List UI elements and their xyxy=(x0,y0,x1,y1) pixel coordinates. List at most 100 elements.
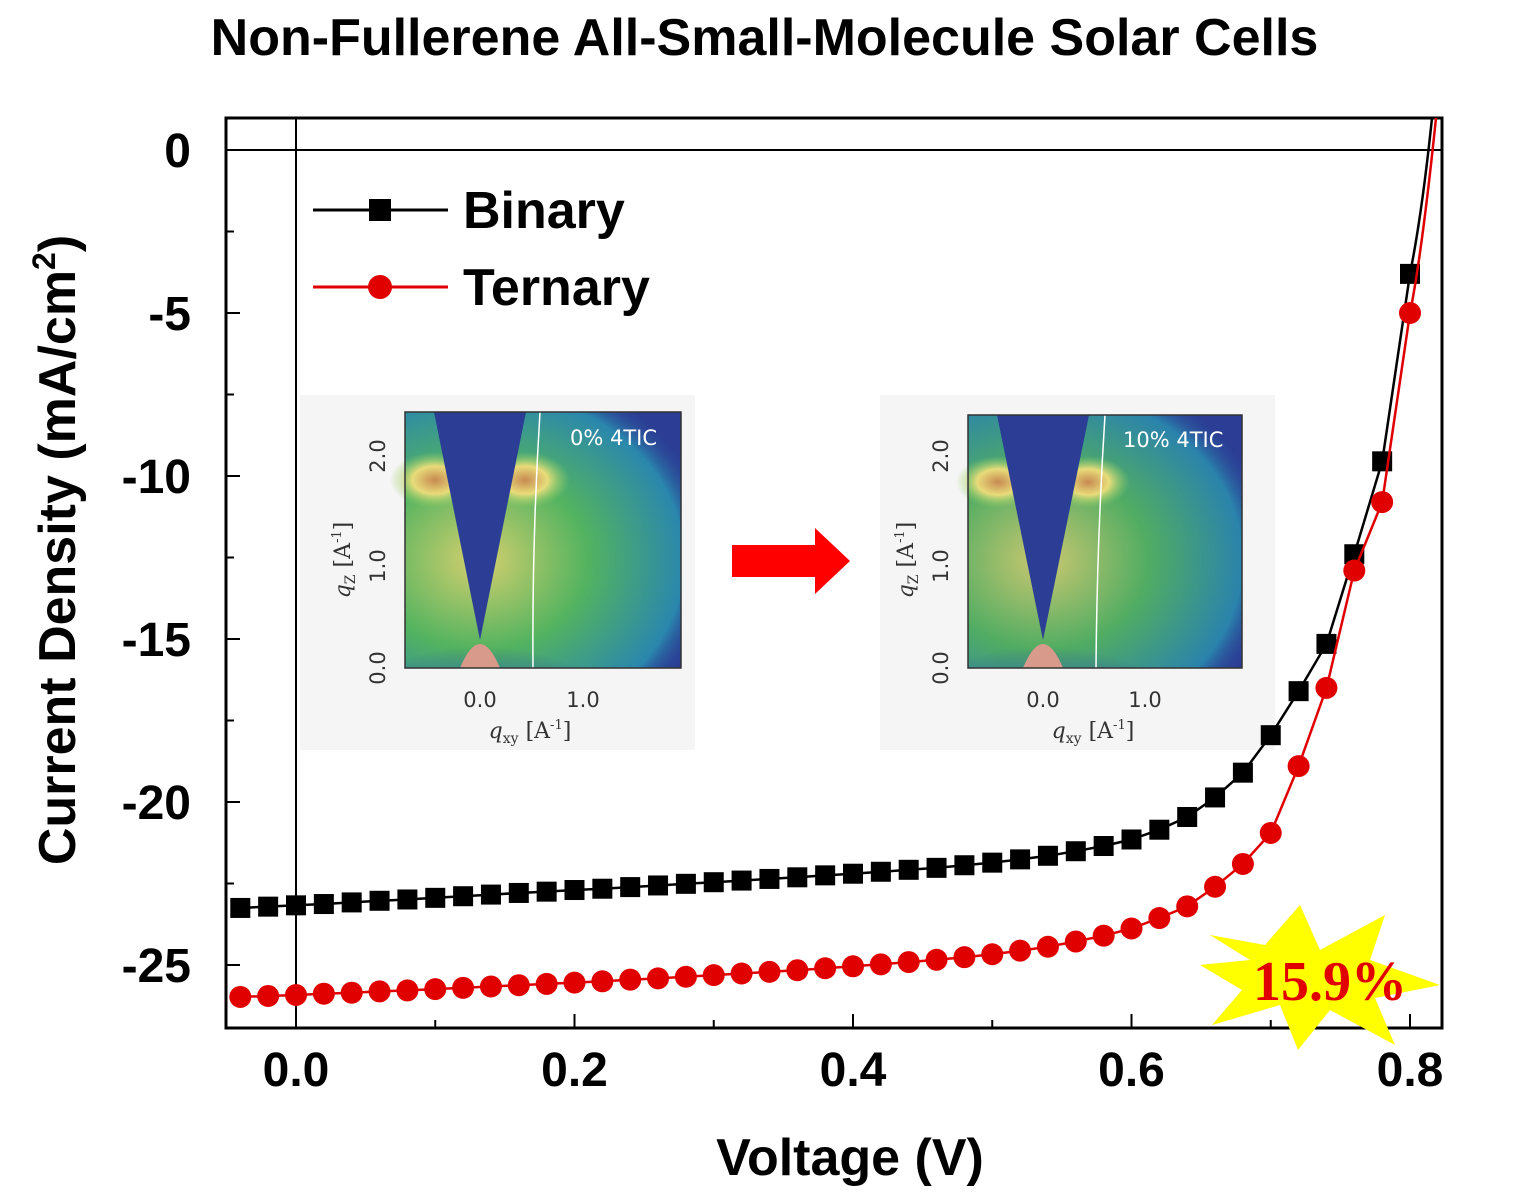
data-point xyxy=(869,953,892,976)
data-point xyxy=(1065,841,1086,862)
inset-ytick-0-0: 0.0 xyxy=(366,651,390,684)
data-point xyxy=(592,878,613,899)
data-point xyxy=(1177,806,1198,827)
data-point xyxy=(563,971,586,994)
data-point xyxy=(1371,491,1394,514)
data-point xyxy=(786,959,809,982)
legend-marker-ternary xyxy=(368,275,392,299)
data-point xyxy=(479,975,502,998)
inset-xlabel-0: qxy [A-1] xyxy=(489,718,572,747)
data-point xyxy=(1037,845,1058,866)
series-line-binary xyxy=(240,117,1434,910)
efficiency-annotation: 15.9% xyxy=(1253,951,1407,1013)
data-point xyxy=(620,877,641,898)
data-point xyxy=(870,861,891,882)
data-point xyxy=(1315,676,1338,699)
data-point xyxy=(396,979,419,1002)
data-point xyxy=(1232,762,1253,783)
data-point xyxy=(257,984,280,1007)
data-point xyxy=(647,967,670,990)
data-point xyxy=(648,875,669,896)
x-tick-label: 0.0 xyxy=(263,1044,330,1097)
data-point xyxy=(1343,559,1366,582)
efficiency-burst-icon xyxy=(1200,905,1440,1050)
data-point xyxy=(258,896,279,917)
x-tick-label: 0.8 xyxy=(1377,1044,1444,1097)
data-point xyxy=(843,863,863,884)
data-point xyxy=(480,884,501,905)
x-tick-label: 0.4 xyxy=(820,1044,887,1097)
data-point xyxy=(1288,681,1309,702)
inset-label-0: 0% 4TIC xyxy=(570,426,657,450)
inset-xtick-1-0: 0.0 xyxy=(1026,688,1059,712)
data-point xyxy=(424,978,447,1001)
plot-area-frame xyxy=(224,116,1444,1030)
data-point xyxy=(425,887,446,908)
data-point xyxy=(925,948,948,971)
data-point xyxy=(340,981,363,1004)
data-point xyxy=(730,962,753,985)
data-point xyxy=(675,873,696,894)
data-point xyxy=(229,985,252,1008)
y-tick-label: -20 xyxy=(122,777,191,830)
data-point xyxy=(759,868,780,889)
y-axis-title-end: ) xyxy=(29,235,87,252)
data-point xyxy=(926,857,947,878)
data-point xyxy=(731,870,752,891)
data-point xyxy=(1204,875,1227,898)
series-ternary xyxy=(229,117,1438,1008)
inset-label-1: 10% 4TIC xyxy=(1123,428,1223,452)
data-point xyxy=(286,895,306,916)
transition-arrow-icon xyxy=(732,528,850,594)
data-point xyxy=(313,894,334,915)
data-point xyxy=(1287,755,1310,778)
y-tick-label: -5 xyxy=(148,288,191,341)
data-point xyxy=(368,980,391,1003)
data-point xyxy=(897,951,920,974)
series-binary xyxy=(230,117,1434,918)
data-point xyxy=(397,889,418,910)
inset-ytick-1-0: 0.0 xyxy=(929,651,953,684)
data-point xyxy=(1231,852,1254,875)
data-point xyxy=(842,955,864,978)
data-point xyxy=(1148,907,1171,930)
data-point xyxy=(1092,924,1115,947)
data-point xyxy=(1064,930,1087,953)
data-point xyxy=(982,852,1003,873)
data-point xyxy=(1009,939,1032,962)
data-point xyxy=(1316,633,1337,654)
inset-giwaxs-1: 10% 4TIC 0.0 1.0 2.0 0.0 1.0 qxy [A-1] q… xyxy=(880,395,1275,750)
data-point xyxy=(564,880,585,901)
legend: Binary Ternary xyxy=(313,182,650,317)
y-axis-title-main: Current Density (mA/cm xyxy=(29,270,87,865)
data-point xyxy=(507,974,530,997)
data-point xyxy=(674,965,697,988)
data-point xyxy=(898,859,919,880)
data-point xyxy=(954,855,975,876)
inset-ylabel-0: qZ [A-1] xyxy=(330,522,359,599)
inset-giwaxs-0: 0% 4TIC 0.0 1.0 2.0 0.0 1.0 qxy [A-1] qZ… xyxy=(300,395,695,750)
data-point xyxy=(508,882,529,903)
data-point xyxy=(981,943,1004,966)
y-tick-label: -10 xyxy=(122,451,191,504)
data-point xyxy=(1093,836,1114,857)
x-tick-label: 0.2 xyxy=(541,1044,608,1097)
data-point xyxy=(953,946,976,969)
data-point xyxy=(452,976,475,999)
inset-ytick-1-2: 2.0 xyxy=(929,439,953,472)
y-tick-label: -25 xyxy=(122,940,191,993)
data-point xyxy=(702,964,725,987)
data-point xyxy=(787,867,808,888)
data-point xyxy=(1149,819,1170,840)
data-point xyxy=(1259,821,1282,844)
data-point xyxy=(1120,917,1143,940)
data-point xyxy=(312,982,335,1005)
data-point xyxy=(758,960,781,983)
chart-title: Non-Fullerene All-Small-Molecule Solar C… xyxy=(210,9,1319,67)
data-point xyxy=(535,972,558,995)
inset-xtick-1-1: 1.0 xyxy=(1128,688,1161,712)
inset-xtick-0-0: 0.0 xyxy=(463,688,496,712)
data-point xyxy=(230,897,251,918)
y-tick-label: 0 xyxy=(164,125,191,178)
